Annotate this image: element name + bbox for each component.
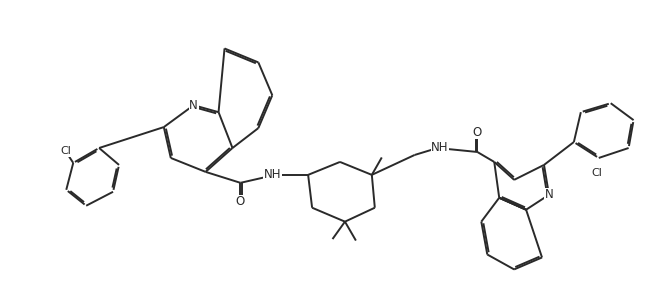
Text: Cl: Cl (592, 168, 602, 178)
Text: Cl: Cl (60, 146, 71, 156)
Text: NH: NH (264, 168, 281, 181)
Text: N: N (190, 99, 198, 112)
Text: O: O (236, 195, 245, 208)
Text: NH: NH (431, 142, 449, 155)
Text: O: O (473, 126, 482, 139)
Text: N: N (545, 188, 553, 201)
